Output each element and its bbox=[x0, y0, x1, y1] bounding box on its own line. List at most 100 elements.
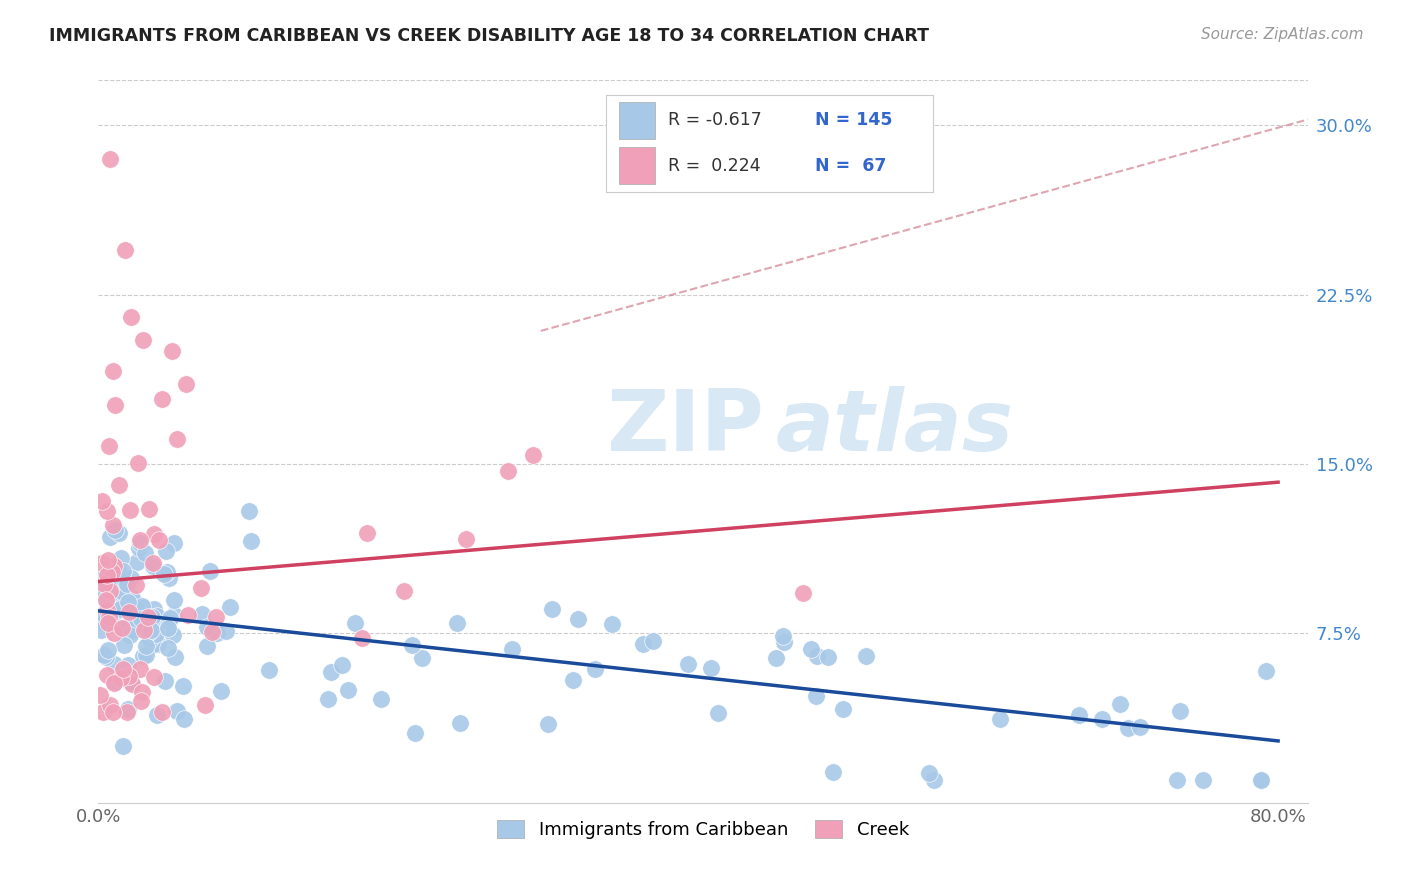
Point bbox=[155, 543, 177, 558]
Point bbox=[110, 622, 132, 636]
Point bbox=[142, 558, 165, 573]
Point bbox=[103, 558, 125, 573]
Point bbox=[103, 364, 125, 378]
Point bbox=[129, 612, 152, 626]
Point bbox=[148, 533, 170, 547]
Point bbox=[131, 685, 153, 699]
Point bbox=[127, 456, 149, 470]
Point bbox=[370, 691, 392, 706]
Point bbox=[541, 602, 564, 616]
Point bbox=[100, 615, 122, 630]
Point bbox=[392, 584, 415, 599]
Point bbox=[112, 591, 135, 605]
Point bbox=[537, 716, 560, 731]
Point bbox=[1254, 665, 1277, 679]
Point bbox=[103, 675, 125, 690]
Point bbox=[89, 688, 111, 702]
Point bbox=[498, 464, 520, 478]
Point bbox=[1192, 773, 1215, 788]
Point bbox=[98, 586, 121, 600]
Point bbox=[111, 621, 134, 635]
Point bbox=[194, 698, 217, 713]
Point bbox=[96, 503, 118, 517]
Point bbox=[641, 633, 664, 648]
Text: ZIP: ZIP bbox=[606, 385, 763, 468]
Point bbox=[136, 610, 159, 624]
Point bbox=[91, 706, 114, 720]
Point bbox=[91, 571, 114, 585]
Point bbox=[160, 344, 183, 359]
Point bbox=[127, 555, 149, 569]
Point bbox=[522, 448, 544, 462]
Point bbox=[162, 627, 184, 641]
Point bbox=[918, 766, 941, 780]
Point bbox=[219, 599, 242, 614]
Point bbox=[157, 571, 180, 585]
Point bbox=[128, 536, 150, 550]
Point bbox=[205, 610, 228, 624]
Point bbox=[156, 621, 179, 635]
Point bbox=[112, 662, 135, 676]
Point bbox=[855, 649, 877, 664]
Point bbox=[127, 602, 149, 616]
Point bbox=[215, 624, 238, 638]
Point bbox=[131, 694, 153, 708]
Point bbox=[97, 439, 120, 453]
Point bbox=[165, 650, 187, 665]
Point bbox=[330, 658, 353, 673]
Point bbox=[832, 702, 855, 716]
Point bbox=[1250, 773, 1272, 788]
Point bbox=[91, 556, 114, 570]
Point bbox=[114, 670, 136, 684]
Point bbox=[108, 525, 131, 540]
Point bbox=[97, 578, 120, 592]
Point bbox=[98, 153, 121, 167]
Legend: Immigrants from Caribbean, Creek: Immigrants from Caribbean, Creek bbox=[488, 811, 918, 848]
Point bbox=[104, 523, 127, 537]
Point bbox=[257, 663, 280, 677]
Point bbox=[157, 614, 180, 628]
Point bbox=[205, 626, 228, 640]
Point bbox=[124, 578, 146, 592]
Point bbox=[1166, 773, 1188, 788]
Point bbox=[138, 625, 160, 640]
Point bbox=[1108, 697, 1130, 711]
Point bbox=[96, 602, 118, 616]
Point bbox=[145, 627, 167, 641]
Text: IMMIGRANTS FROM CARIBBEAN VS CREEK DISABILITY AGE 18 TO 34 CORRELATION CHART: IMMIGRANTS FROM CARIBBEAN VS CREEK DISAB… bbox=[49, 27, 929, 45]
Point bbox=[142, 670, 165, 684]
Point bbox=[120, 628, 142, 642]
Point bbox=[128, 541, 150, 555]
Point bbox=[117, 702, 139, 716]
Point bbox=[114, 621, 136, 635]
Point bbox=[1129, 720, 1152, 734]
Point bbox=[707, 706, 730, 720]
Point bbox=[1170, 704, 1192, 718]
Point bbox=[1116, 722, 1139, 736]
Point bbox=[163, 535, 186, 549]
Point bbox=[96, 668, 118, 682]
Point bbox=[1250, 773, 1272, 788]
Point bbox=[93, 607, 115, 621]
Point bbox=[121, 615, 143, 629]
Point bbox=[114, 243, 136, 257]
Point bbox=[120, 591, 142, 606]
Text: atlas: atlas bbox=[776, 385, 1014, 468]
Point bbox=[118, 605, 141, 619]
Point bbox=[804, 689, 827, 703]
Point bbox=[316, 692, 339, 706]
Point bbox=[352, 631, 374, 645]
Point bbox=[145, 612, 167, 626]
Point bbox=[631, 637, 654, 651]
Point bbox=[90, 623, 112, 637]
Point bbox=[155, 565, 177, 579]
Point bbox=[104, 399, 127, 413]
Point bbox=[585, 662, 607, 676]
Point bbox=[141, 623, 163, 637]
Point bbox=[118, 669, 141, 683]
Point bbox=[89, 589, 111, 603]
Point bbox=[156, 640, 179, 655]
Point bbox=[100, 698, 122, 712]
Point bbox=[190, 581, 212, 595]
Point bbox=[146, 708, 169, 723]
